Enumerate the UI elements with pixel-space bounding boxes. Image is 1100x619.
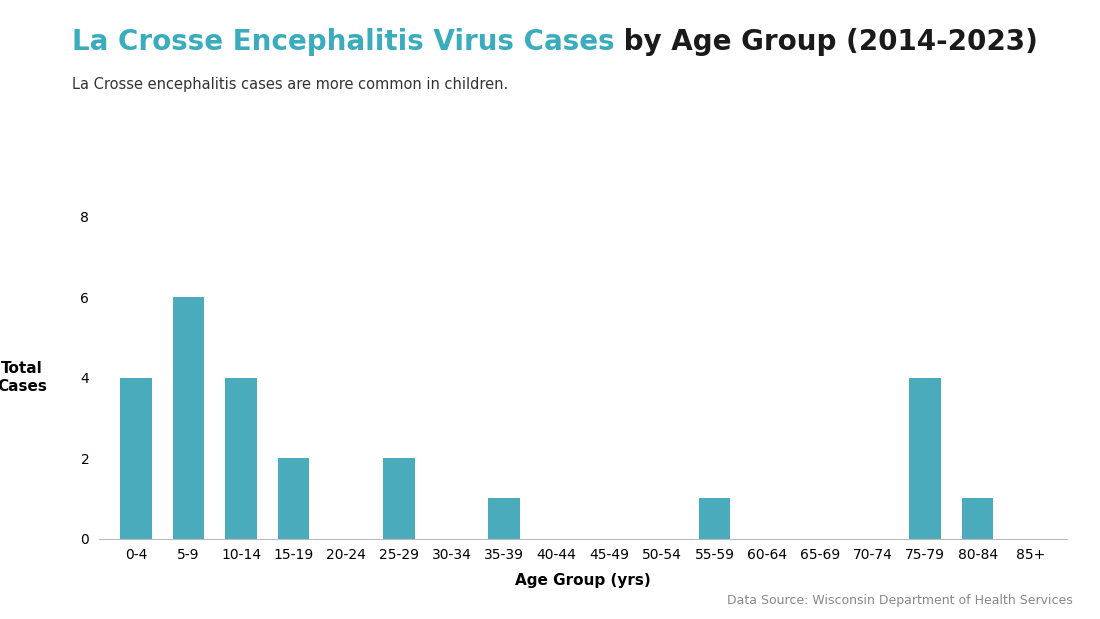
Bar	[173, 297, 205, 539]
Bar	[120, 378, 152, 539]
Bar	[383, 458, 415, 539]
Bar	[910, 378, 940, 539]
Bar	[226, 378, 256, 539]
Text: by Age Group (2014-2023): by Age Group (2014-2023)	[614, 28, 1038, 56]
X-axis label: Age Group (yrs): Age Group (yrs)	[515, 573, 651, 589]
Text: La Crosse encephalitis cases are more common in children.: La Crosse encephalitis cases are more co…	[72, 77, 508, 92]
Bar	[698, 498, 730, 539]
Text: La Crosse Encephalitis Virus Cases: La Crosse Encephalitis Virus Cases	[72, 28, 614, 56]
Bar	[488, 498, 520, 539]
Bar	[961, 498, 993, 539]
Y-axis label: Total
Cases: Total Cases	[0, 361, 47, 394]
Text: Data Source: Wisconsin Department of Health Services: Data Source: Wisconsin Department of Hea…	[727, 594, 1072, 607]
Bar	[278, 458, 309, 539]
